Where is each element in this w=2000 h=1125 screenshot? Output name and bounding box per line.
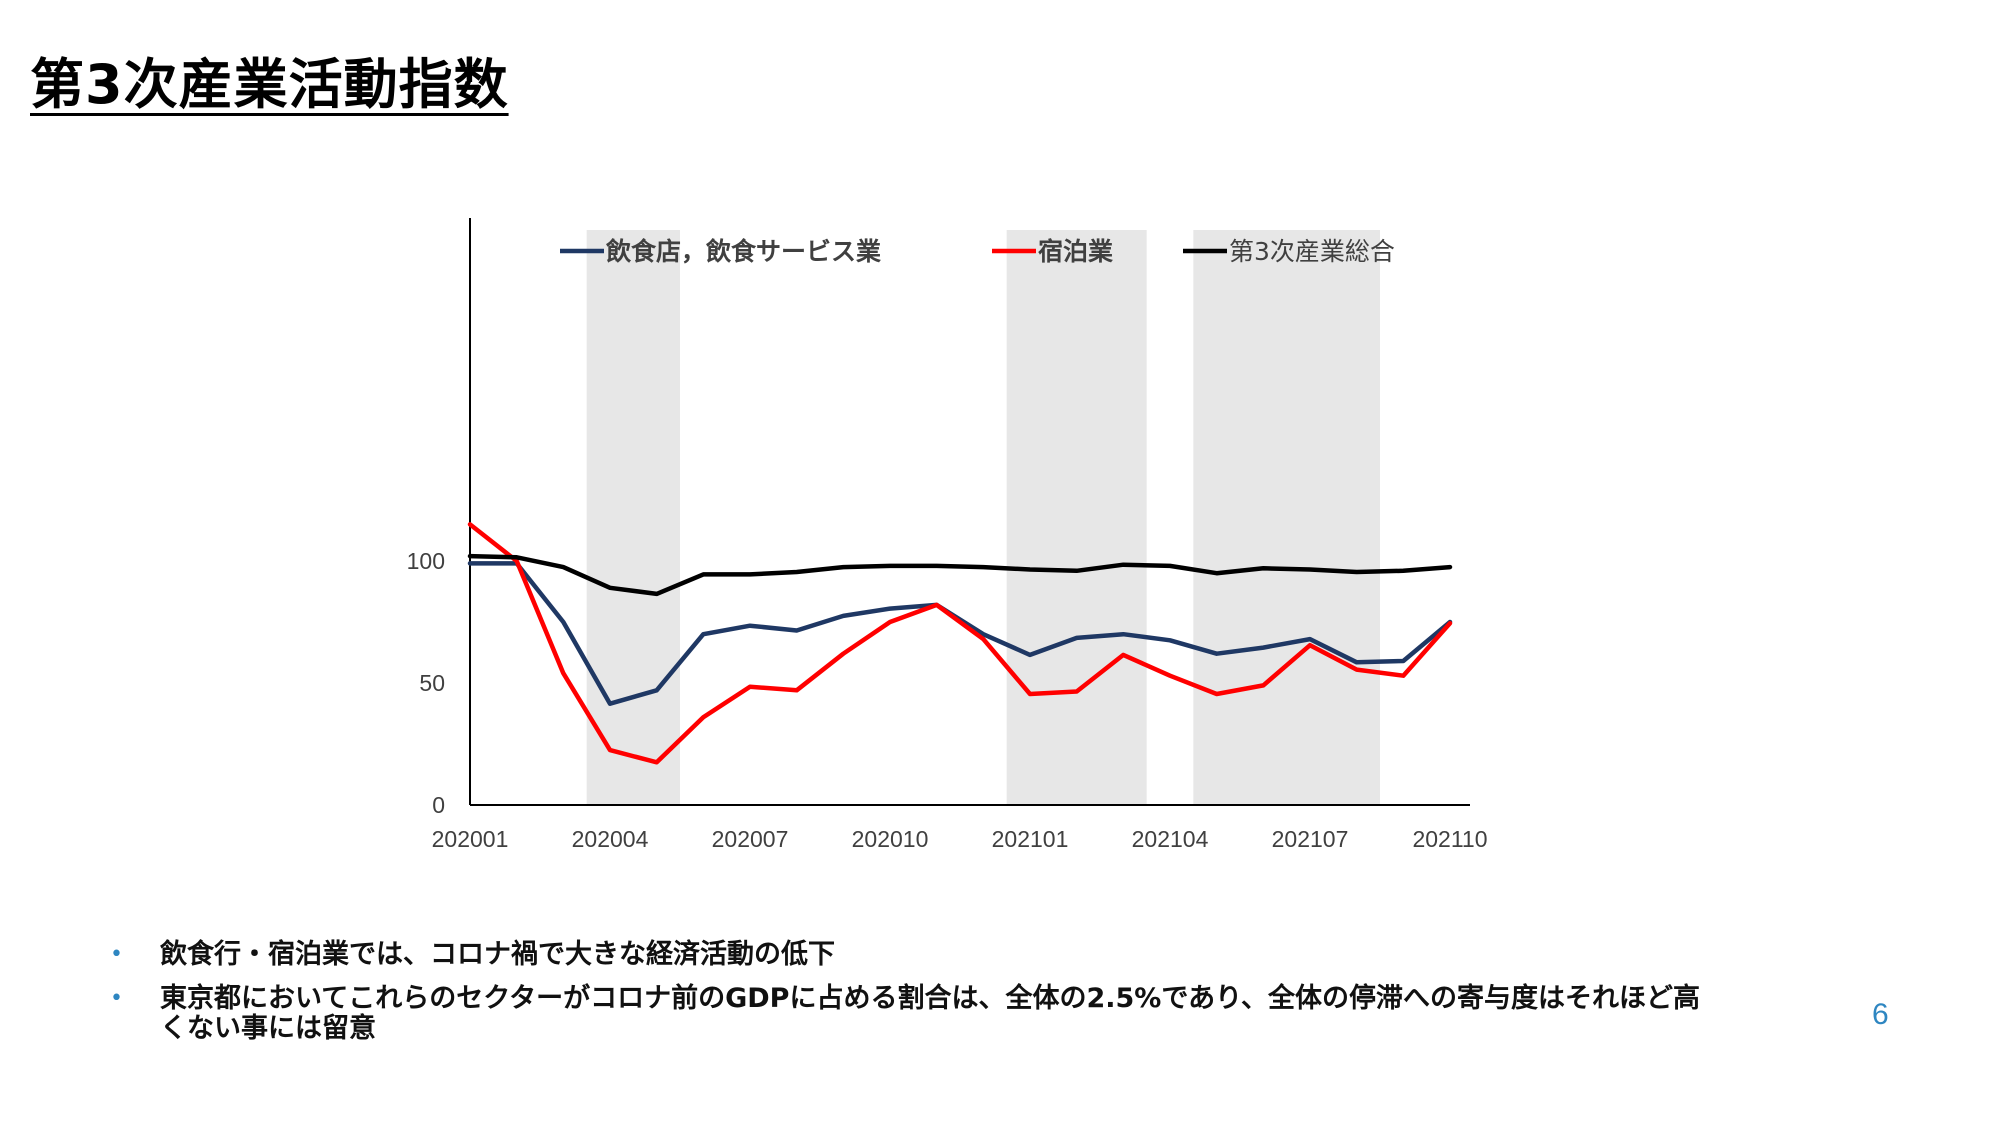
series-lines <box>467 522 1453 765</box>
x-tick-label: 202110 <box>1412 826 1487 852</box>
series-line <box>467 553 1453 597</box>
chart-legend: 飲食店，飲食サービス業 宿泊業 第3次産業総合 <box>560 237 1395 266</box>
shaded-period <box>1193 230 1380 805</box>
bullet-marker: • <box>110 986 123 1011</box>
x-tick-label: 202101 <box>992 826 1069 852</box>
slide-title: 第3次産業活動指数 <box>30 53 509 116</box>
bullet-marker: • <box>110 942 123 967</box>
x-tick-label: 202004 <box>572 826 649 852</box>
x-tick-label: 202107 <box>1272 826 1349 852</box>
shaded-period <box>586 230 680 805</box>
bullet-text: 飲食行・宿泊業では、コロナ禍で大きな経済活動の低下 <box>160 939 835 970</box>
x-tick-label: 202001 <box>432 826 509 852</box>
x-tick-label: 202007 <box>712 826 789 852</box>
shaded-periods <box>586 230 1380 805</box>
y-tick-label: 100 <box>407 548 445 574</box>
y-tick-label: 50 <box>419 670 445 696</box>
x-tick-labels: 202001 202004 202007 202010 202101 202104 2021… <box>432 826 1488 852</box>
bullet-list: • 飲食行・宿泊業では、コロナ禍で大きな経済活動の低下 • 東京都においてこれら… <box>110 940 1710 1058</box>
x-tick-label: 202010 <box>852 826 929 852</box>
legend-label: 飲食店，飲食サービス業 <box>605 237 881 266</box>
legend-label: 宿泊業 <box>1038 237 1113 266</box>
bullet-item: • 飲食行・宿泊業では、コロナ禍で大きな経済活動の低下 <box>110 940 1710 970</box>
bullet-item: • 東京都においてこれらのセクターがコロナ前のGDPに占める割合は、全体の2.5… <box>110 984 1710 1044</box>
y-tick-label: 0 <box>432 792 445 818</box>
shaded-period <box>1006 230 1147 805</box>
bullet-text: 東京都においてこれらのセクターがコロナ前のGDPに占める割合は、全体の2.5%で… <box>160 983 1701 1044</box>
page-number: 6 <box>1872 998 1889 1031</box>
x-tick-label: 202104 <box>1132 826 1209 852</box>
y-tick-labels: 0 50 100 <box>407 548 445 818</box>
legend-label: 第3次産業総合 <box>1229 237 1395 266</box>
chart-axes <box>469 218 1470 806</box>
series-line <box>467 522 1453 765</box>
